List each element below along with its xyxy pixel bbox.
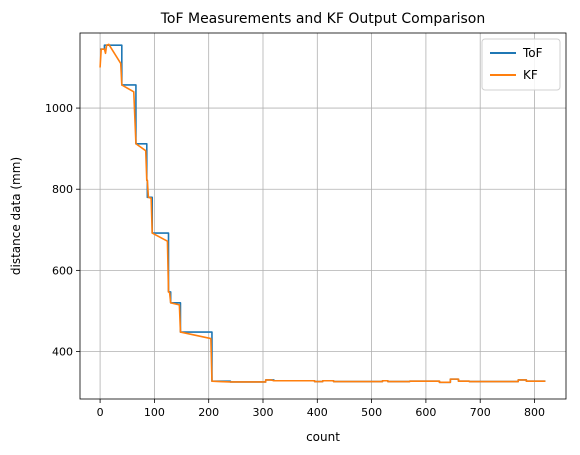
x-tick-label: 600 [415,406,436,419]
y-tick-label: 600 [52,264,73,277]
x-tick-label: 800 [524,406,545,419]
legend-box [481,38,561,91]
x-axis-label: count [306,430,340,444]
x-tick-label: 700 [470,406,491,419]
y-axis-label: distance data (mm) [9,157,23,275]
x-tick-label: 300 [252,406,273,419]
series-layer [99,43,546,384]
x-tick-label: 400 [307,406,328,419]
x-tick-label: 500 [361,406,382,419]
legend: ToF KF [481,38,561,91]
grid [80,33,566,399]
x-tick-label: 0 [97,406,104,419]
y-tick-label: 800 [52,183,73,196]
y-tick-label: 400 [52,346,73,359]
y-ticks: 400 600 800 1000 [45,102,80,359]
x-tick-label: 100 [144,406,165,419]
y-tick-label: 1000 [45,102,73,115]
legend-label-kf: KF [523,68,538,82]
x-tick-label: 200 [198,406,219,419]
chart-title: ToF Measurements and KF Output Compariso… [160,11,485,27]
series-line-kf [99,43,546,384]
x-ticks: 0 100 200 300 400 500 600 700 800 [97,399,545,419]
legend-label-tof: ToF [522,46,543,60]
plot-frame [79,32,567,400]
